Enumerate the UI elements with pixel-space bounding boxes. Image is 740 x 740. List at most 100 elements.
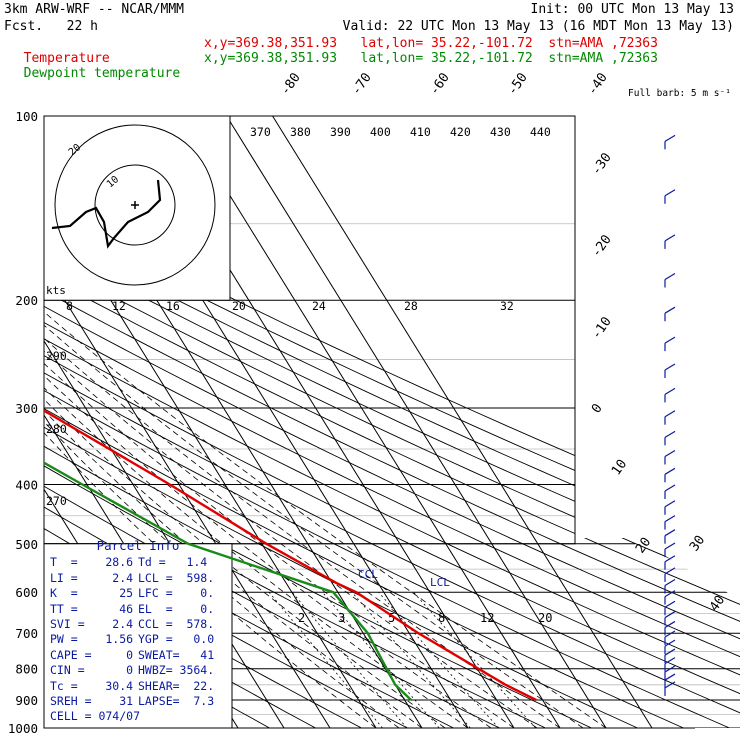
isotherm-label: 10 [609,457,630,478]
hodograph-speed-label: 16 [166,299,180,313]
theta-label: 370 [250,125,271,139]
moist-adiabat [44,299,538,728]
isotherm-label: 40 [707,593,728,614]
lcl-label: LCL [430,576,450,589]
parcel-value: HWBZ= 3564. [138,663,215,678]
wind-barb [664,189,676,197]
parcel-value: T = 28.6 [50,555,134,570]
ccl-label: CCL [358,568,378,581]
parcel-value: CAPE = 0 [50,647,134,662]
dry-adiabat [44,116,684,728]
isotherm-label: -70 [349,70,375,98]
moist-adiabat [44,299,377,728]
legend-dewpoint-name: Dewpoint temperature [23,66,181,81]
parcel-value: SVI = 2.4 [50,617,134,632]
pressure-tick-label: 400 [15,477,38,492]
theta-label: 440 [530,125,551,139]
wind-barb [664,430,676,438]
wind-barb [664,578,676,587]
hodograph-speed-label: 12 [112,299,126,313]
wind-barb [664,611,676,619]
parcel-row: TT = 46 EL = 0. [44,602,232,617]
wind-barb [664,272,676,281]
moist-adiabat [44,299,561,728]
wind-barb [664,234,676,242]
wind-barb-label: Full barb: 5 m s⁻¹ [628,88,731,99]
parcel-value: EL = 0. [138,601,215,616]
mixing-ratio-label: 8 [438,611,445,625]
parcel-info-rows: T = 28.6 Td = 1.4 LI = 2.4 LCL = 598. K = 25… [44,555,232,724]
parcel-row: LI = 2.4 LCL = 598. [44,571,232,586]
mixing-ratio-label: 2 [298,611,305,625]
isotherm-label: -50 [505,70,531,98]
theta-label: 420 [450,125,471,139]
pressure-tick-label: 900 [15,693,38,708]
hodograph-speed-label: 20 [232,299,246,313]
mixing-ratio-label: 3 [338,611,345,625]
dry-adiabat [44,116,740,728]
theta-label-left: 280 [46,422,67,436]
isotherm [272,116,653,728]
dry-adiabat [44,116,740,728]
pressure-tick-label: 200 [15,293,38,308]
parcel-value: Td = 1.4 [138,555,208,570]
model-title: 3km ARW-WRF -- NCAR/MMM [4,2,185,17]
isotherm-label: -60 [427,70,453,98]
wind-barb [664,600,676,608]
hodograph-center [131,201,139,209]
hodograph-box [43,115,231,301]
hodograph-ring-outer [54,124,216,286]
parcel-value: LI = 2.4 [50,570,134,585]
legend-temperature: Temperature [8,36,110,66]
pressure-tick-label: 700 [15,626,38,641]
moist-adiabat [44,299,469,728]
isotherm [180,116,561,728]
hodograph-speed-label: 24 [312,299,326,313]
isotherm-label: -40 [585,70,611,98]
pressure-tick-label: 600 [15,585,38,600]
legend-temperature-info: x,y=369.38,351.93 lat,lon= 35.22,-101.72… [204,36,658,51]
mixing-ratio-line [351,591,471,728]
isotherm [0,116,8,728]
dry-adiabat [44,116,740,728]
pressure-tick-label: 800 [15,662,38,677]
parcel-value: Tc = 30.4 [50,678,134,693]
wind-barb [664,555,676,563]
parcel-value: SREH = 31 [50,694,134,709]
moist-adiabat [44,299,607,728]
hodograph-speed-label: 32 [500,299,514,313]
wind-barb [664,484,676,492]
parcel-info-panel: Parcel Info T = 28.6 Td = 1.4 LI = 2.4 LCL … [44,538,232,726]
moist-adiabat [44,299,423,728]
wind-barb [664,590,676,598]
wind-barb [664,620,676,628]
wind-barb [664,648,676,656]
legend-dewpoint: Dewpoint temperature [8,51,181,81]
theta-label: 430 [490,125,511,139]
wind-barb [664,449,676,457]
wind-barb [664,630,676,638]
wind-barb [664,673,676,681]
isotherm-label: 0 [589,401,606,416]
wind-barb [664,529,676,537]
parcel-value: LAPSE= 7.3 [138,694,215,709]
dry-adiabat [44,116,740,728]
isotherm-label: -80 [278,70,304,98]
dry-adiabat [44,116,740,728]
hodograph-trace [51,179,162,249]
parcel-row: K = 25 LFC = 0. [44,586,232,601]
parcel-row: CAPE = 0 SWEAT= 41 [44,648,232,663]
isotherm-label: -10 [589,314,615,342]
parcel-row: Tc = 30.4 SHEAR= 22. [44,679,232,694]
wind-barb [664,567,676,575]
parcel-row: SVI = 2.4 CCL = 578. [44,617,232,632]
parcel-value: SWEAT= 41 [138,647,215,662]
dry-adiabat [44,116,740,728]
parcel-value: YGP = 0.0 [138,632,215,647]
mixing-ratio-label: 12 [480,611,494,625]
dry-adiabat [44,116,740,728]
dry-adiabat [44,116,592,728]
wind-barb [664,467,676,475]
dry-adiabat [44,116,740,728]
